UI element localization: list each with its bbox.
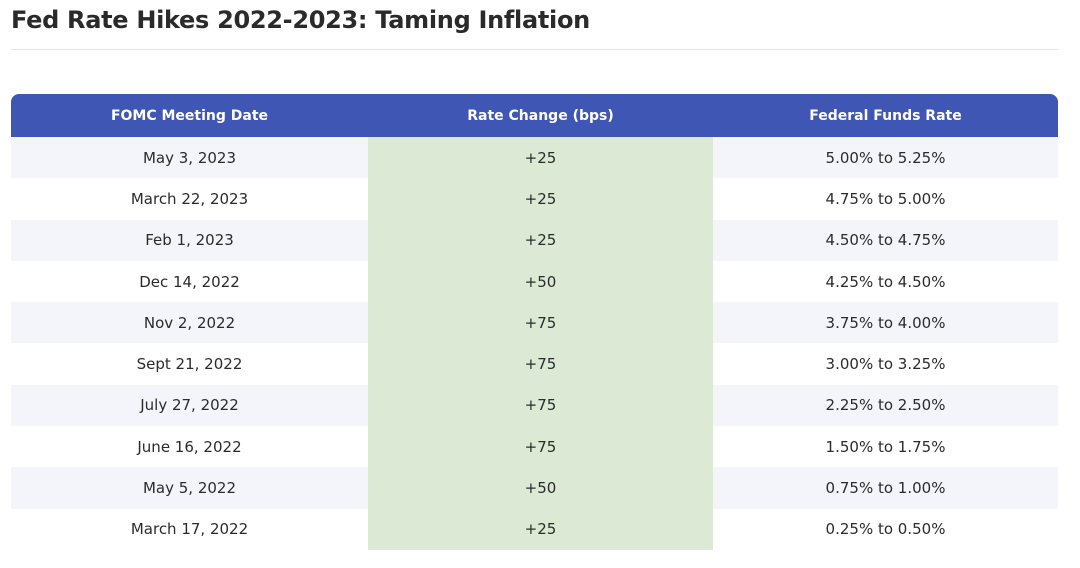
cell-rate-change: +25	[368, 508, 713, 550]
cell-funds-rate: 2.25% to 2.50%	[713, 384, 1058, 427]
table-row: March 22, 2023 +25 4.75% to 5.00%	[11, 178, 1058, 220]
cell-rate-change: +75	[368, 343, 713, 385]
cell-meeting-date: July 27, 2022	[11, 384, 368, 427]
table-row: Sept 21, 2022 +75 3.00% to 3.25%	[11, 343, 1058, 385]
page-title: Fed Rate Hikes 2022-2023: Taming Inflati…	[11, 6, 590, 34]
rate-hikes-table: FOMC Meeting Date Rate Change (bps) Fede…	[11, 94, 1058, 550]
header-funds-rate: Federal Funds Rate	[713, 94, 1058, 137]
cell-meeting-date: May 5, 2022	[11, 467, 368, 509]
table-row: May 3, 2023 +25 5.00% to 5.25%	[11, 137, 1058, 179]
cell-rate-change: +25	[368, 137, 713, 179]
cell-meeting-date: June 16, 2022	[11, 426, 368, 468]
header-rate-change: Rate Change (bps)	[368, 94, 713, 137]
cell-rate-change: +25	[368, 219, 713, 261]
cell-funds-rate: 4.50% to 4.75%	[713, 219, 1058, 261]
cell-funds-rate: 0.25% to 0.50%	[713, 508, 1058, 550]
cell-rate-change: +50	[368, 467, 713, 509]
title-divider	[11, 49, 1058, 50]
cell-rate-change: +25	[368, 178, 713, 220]
cell-funds-rate: 4.75% to 5.00%	[713, 178, 1058, 220]
table-row: June 16, 2022 +75 1.50% to 1.75%	[11, 426, 1058, 468]
table-row: July 27, 2022 +75 2.25% to 2.50%	[11, 384, 1058, 427]
table-header-row: FOMC Meeting Date Rate Change (bps) Fede…	[11, 94, 1058, 137]
cell-rate-change: +75	[368, 384, 713, 427]
cell-meeting-date: March 22, 2023	[11, 178, 368, 220]
cell-meeting-date: Dec 14, 2022	[11, 260, 368, 303]
table-row: May 5, 2022 +50 0.75% to 1.00%	[11, 467, 1058, 509]
cell-meeting-date: May 3, 2023	[11, 137, 368, 179]
cell-funds-rate: 0.75% to 1.00%	[713, 467, 1058, 509]
cell-meeting-date: Feb 1, 2023	[11, 219, 368, 261]
table-row: Feb 1, 2023 +25 4.50% to 4.75%	[11, 219, 1058, 261]
table-row: Dec 14, 2022 +50 4.25% to 4.50%	[11, 260, 1058, 303]
table-row: Nov 2, 2022 +75 3.75% to 4.00%	[11, 302, 1058, 344]
header-meeting-date: FOMC Meeting Date	[11, 94, 368, 137]
cell-funds-rate: 4.25% to 4.50%	[713, 260, 1058, 303]
cell-rate-change: +75	[368, 426, 713, 468]
cell-funds-rate: 5.00% to 5.25%	[713, 137, 1058, 179]
table-row: March 17, 2022 +25 0.25% to 0.50%	[11, 508, 1058, 550]
cell-rate-change: +50	[368, 260, 713, 303]
cell-funds-rate: 3.00% to 3.25%	[713, 343, 1058, 385]
cell-meeting-date: March 17, 2022	[11, 508, 368, 550]
cell-funds-rate: 3.75% to 4.00%	[713, 302, 1058, 344]
cell-meeting-date: Sept 21, 2022	[11, 343, 368, 385]
cell-meeting-date: Nov 2, 2022	[11, 302, 368, 344]
cell-rate-change: +75	[368, 302, 713, 344]
cell-funds-rate: 1.50% to 1.75%	[713, 426, 1058, 468]
